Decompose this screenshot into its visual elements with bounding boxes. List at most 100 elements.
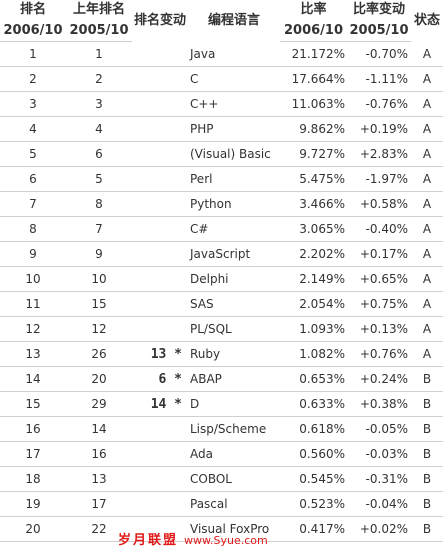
language-cell: D (188, 391, 280, 417)
status-cell: A (411, 191, 443, 217)
rank-change-cell (132, 291, 188, 317)
rank-change-cell (132, 441, 188, 467)
rank-change-cell (132, 141, 188, 167)
status-cell: A (411, 166, 443, 192)
language-cell: (Visual) Basic (188, 141, 280, 167)
language-cell: Lisp/Scheme (188, 416, 280, 442)
last-rank-cell: 20 (66, 366, 132, 392)
status-cell: B (411, 391, 443, 417)
rank-change-cell (132, 416, 188, 442)
ratio-cell: 9.862% (280, 116, 347, 142)
ratio-change-cell: +0.13% (347, 316, 411, 342)
last-rank-cell: 8 (66, 191, 132, 217)
table-row: 17 16 Ada 0.560% -0.03% B (0, 441, 443, 467)
language-header: 编程语言 (207, 12, 260, 28)
table-row: 10 10 Delphi 2.149% +0.65% A (0, 266, 443, 292)
rank-cell: 18 (0, 466, 66, 492)
status-cell: B (411, 441, 443, 467)
last-rank-cell: 9 (66, 241, 132, 267)
last-rank-cell: 6 (66, 141, 132, 167)
rank-cell: 4 (0, 116, 66, 142)
ratio-change-period-header: 2005/10 (347, 20, 411, 42)
ratio-change-cell: +0.19% (347, 116, 411, 142)
last-rank-cell: 14 (66, 416, 132, 442)
language-cell: SAS (188, 291, 280, 317)
ratio-cell: 2.202% (280, 241, 347, 267)
rank-cell: 7 (0, 191, 66, 217)
last-rank-period-header: 2005/10 (66, 20, 132, 42)
language-cell: PL/SQL (188, 316, 280, 342)
table-row: 13 26 13 * Ruby 1.082% +0.76% A (0, 341, 443, 367)
last-rank-cell: 15 (66, 291, 132, 317)
last-rank-cell: 1 (66, 41, 132, 67)
ratio-cell: 9.727% (280, 141, 347, 167)
rank-change-cell (132, 491, 188, 517)
table-row: 15 29 14 * D 0.633% +0.38% B (0, 391, 443, 417)
ratio-cell: 21.172% (280, 41, 347, 67)
last-rank-header: 上年排名 (72, 2, 125, 17)
ratio-change-cell: +0.38% (347, 391, 411, 417)
table-row: 4 4 PHP 9.862% +0.19% A (0, 116, 443, 142)
ratio-cell: 2.149% (280, 266, 347, 292)
ratio-change-cell: -1.97% (347, 166, 411, 192)
rank-cell: 1 (0, 41, 66, 67)
status-cell: A (411, 216, 443, 242)
language-cell: PHP (188, 116, 280, 142)
rank-cell: 6 (0, 166, 66, 192)
header-row-periods: 2006/10 2005/10 2006/10 2005/10 (0, 20, 443, 42)
rank-change-cell: 13 * (132, 341, 188, 367)
ratio-change-cell: -0.05% (347, 416, 411, 442)
ratio-cell: 3.065% (280, 216, 347, 242)
ratio-cell: 0.417% (280, 516, 347, 542)
last-rank-cell: 16 (66, 441, 132, 467)
status-cell: A (411, 291, 443, 317)
rank-cell: 11 (0, 291, 66, 317)
rank-change-cell: 14 * (132, 391, 188, 417)
table-row: 16 14 Lisp/Scheme 0.618% -0.05% B (0, 416, 443, 442)
status-header: 状态 (413, 12, 440, 28)
last-rank-cell: 10 (66, 266, 132, 292)
language-cell: Python (188, 191, 280, 217)
language-cell: Ada (188, 441, 280, 467)
rank-change-cell (132, 466, 188, 492)
last-rank-cell: 4 (66, 116, 132, 142)
rank-cell: 2 (0, 66, 66, 92)
rank-change-cell (132, 241, 188, 267)
rank-cell: 9 (0, 241, 66, 267)
table-row: 20 22 Visual FoxPro 0.417% +0.02% B (0, 516, 443, 542)
table-row: 7 8 Python 3.466% +0.58% A (0, 191, 443, 217)
table-row: 3 3 C++ 11.063% -0.76% A (0, 91, 443, 117)
language-cell: C (188, 66, 280, 92)
status-cell: A (411, 316, 443, 342)
table-row: 5 6 (Visual) Basic 9.727% +2.83% A (0, 141, 443, 167)
status-cell: B (411, 366, 443, 392)
language-cell: Delphi (188, 266, 280, 292)
table-row: 11 15 SAS 2.054% +0.75% A (0, 291, 443, 317)
rank-period-header: 2006/10 (0, 20, 66, 42)
rank-change-cell (132, 91, 188, 117)
last-rank-cell: 2 (66, 66, 132, 92)
status-cell: B (411, 466, 443, 492)
rank-cell: 14 (0, 366, 66, 392)
ratio-change-cell: +0.24% (347, 366, 411, 392)
status-cell: A (411, 266, 443, 292)
rank-cell: 10 (0, 266, 66, 292)
rank-change-cell (132, 41, 188, 67)
rank-change-cell (132, 66, 188, 92)
language-cell: Ruby (188, 341, 280, 367)
language-cell: C# (188, 216, 280, 242)
rank-cell: 5 (0, 141, 66, 167)
last-rank-cell: 7 (66, 216, 132, 242)
language-cell: COBOL (188, 466, 280, 492)
rank-cell: 17 (0, 441, 66, 467)
language-cell: Pascal (188, 491, 280, 517)
ratio-cell: 11.063% (280, 91, 347, 117)
ratio-change-cell: +0.75% (347, 291, 411, 317)
last-rank-cell: 12 (66, 316, 132, 342)
ratio-change-cell: -0.03% (347, 441, 411, 467)
ratio-change-cell: -0.31% (347, 466, 411, 492)
ratio-change-cell: -0.76% (347, 91, 411, 117)
status-cell: A (411, 66, 443, 92)
ratio-cell: 3.466% (280, 191, 347, 217)
ratio-change-cell: +0.02% (347, 516, 411, 542)
